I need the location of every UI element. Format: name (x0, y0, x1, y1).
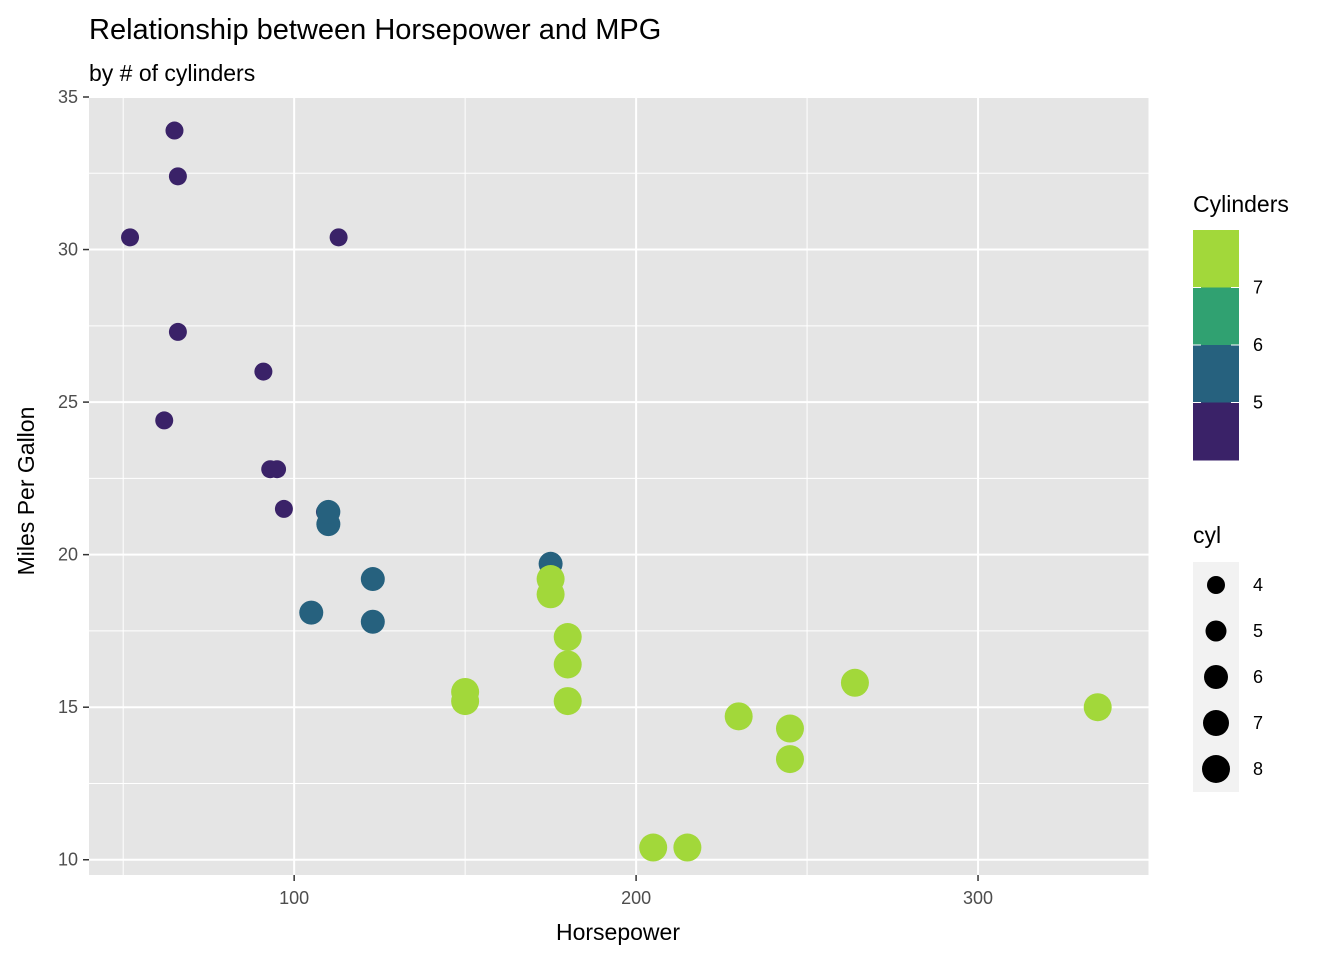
data-point (360, 567, 385, 592)
colorbar-segment (1193, 230, 1239, 288)
colorbar-segment (1193, 345, 1239, 403)
size-legend-keys: 4 5 6 7 8 (1193, 562, 1263, 792)
size-key-label: 8 (1253, 759, 1263, 779)
size-key-dot (1207, 576, 1225, 594)
data-point (254, 362, 273, 381)
data-point (155, 411, 174, 430)
y-tick-label: 15 (58, 697, 78, 717)
data-point (553, 623, 582, 652)
data-point (165, 121, 184, 140)
axis-ticks: 100 200 300 10 15 20 25 30 35 (58, 87, 993, 908)
data-point (536, 565, 565, 594)
data-point (299, 600, 324, 625)
grid-minor (89, 97, 1150, 875)
y-tick-label: 35 (58, 87, 78, 107)
colorbar: 7 6 5 (1193, 230, 1263, 461)
data-point (268, 460, 287, 479)
size-key-dot (1205, 620, 1227, 642)
size-key-dot (1202, 755, 1230, 783)
size-key-dot (1203, 710, 1229, 736)
data-point (553, 650, 582, 679)
color-legend: Cylinders 7 6 5 (1193, 191, 1289, 461)
data-point (168, 322, 187, 341)
colorbar-segment (1193, 402, 1239, 461)
size-key-label: 4 (1253, 575, 1263, 595)
data-points (121, 121, 1112, 862)
grid-major (89, 96, 1149, 875)
size-legend: cyl 4 5 6 7 8 (1193, 522, 1263, 792)
chart-subtitle: by # of cylinders (89, 60, 255, 86)
color-legend-title: Cylinders (1193, 191, 1289, 217)
y-tick-label: 30 (58, 240, 78, 260)
data-point (639, 833, 668, 862)
data-point (360, 609, 385, 634)
x-tick-label: 200 (621, 888, 651, 908)
x-axis-title: Horsepower (556, 919, 680, 945)
plot-panel (89, 97, 1149, 875)
data-point (274, 499, 293, 518)
data-point (451, 687, 480, 716)
chart-title: Relationship between Horsepower and MPG (89, 14, 661, 46)
data-point (121, 228, 140, 247)
size-key-label: 6 (1253, 667, 1263, 687)
y-tick-label: 25 (58, 392, 78, 412)
x-tick-label: 300 (963, 888, 993, 908)
size-key-label: 5 (1253, 621, 1263, 641)
size-key-label: 7 (1253, 713, 1263, 733)
data-point (673, 833, 702, 862)
colorbar-label: 5 (1253, 393, 1263, 413)
data-point (316, 499, 341, 524)
data-point (553, 687, 582, 716)
data-point (168, 167, 187, 186)
data-point (775, 714, 804, 743)
size-legend-title: cyl (1193, 522, 1221, 548)
colorbar-segment (1193, 287, 1239, 346)
x-tick-label: 100 (279, 888, 309, 908)
data-point (1083, 693, 1112, 722)
data-point (724, 702, 753, 731)
data-point (775, 745, 804, 774)
y-tick-label: 10 (58, 850, 78, 870)
colorbar-label: 7 (1253, 278, 1263, 298)
data-point (329, 228, 348, 247)
colorbar-label: 6 (1253, 335, 1263, 355)
size-key-dot (1204, 665, 1228, 689)
y-axis-title: Miles Per Gallon (13, 407, 39, 576)
y-tick-label: 20 (58, 545, 78, 565)
data-point (840, 668, 869, 697)
